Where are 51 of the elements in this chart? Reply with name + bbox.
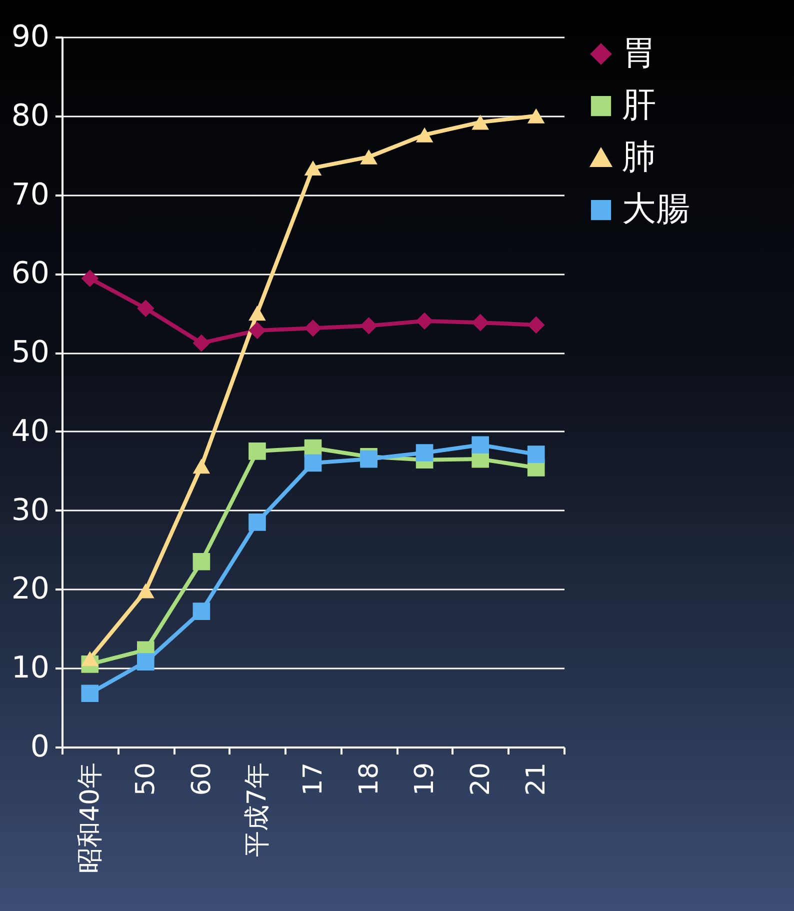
y-tick-label: 50 <box>11 335 50 370</box>
y-tick-label: 60 <box>11 256 50 292</box>
point <box>304 319 322 337</box>
y-tick-label: 0 <box>30 730 50 764</box>
x-tick-label: 18 <box>354 762 384 796</box>
point <box>304 454 322 472</box>
point <box>360 149 378 164</box>
x-tick-label: 平成7年 <box>242 762 273 858</box>
point <box>137 653 154 670</box>
point <box>527 108 545 124</box>
point <box>81 270 99 288</box>
point <box>416 127 434 142</box>
y-tick-label: 20 <box>11 572 50 607</box>
point <box>360 317 378 334</box>
point <box>472 436 489 454</box>
x-tick-label: 60 <box>186 762 217 796</box>
point <box>248 322 266 340</box>
legend-label: 大腸 <box>622 189 690 229</box>
point <box>248 442 266 460</box>
y-tick-label: 30 <box>11 492 50 528</box>
point <box>192 602 210 620</box>
legend-label: 肺 <box>622 137 656 177</box>
point <box>192 552 210 570</box>
point <box>248 306 266 321</box>
x-tick-label: 20 <box>466 762 496 796</box>
y-tick-label: 80 <box>11 98 50 134</box>
point <box>416 312 434 330</box>
point <box>248 514 266 531</box>
point <box>192 334 210 352</box>
point <box>416 444 434 462</box>
x-tick-label: 17 <box>298 762 328 796</box>
point <box>527 446 545 463</box>
x-tick-label: 21 <box>522 762 552 796</box>
point <box>81 684 99 702</box>
y-tick-label: 10 <box>11 650 50 686</box>
x-tick-label: 19 <box>410 762 440 796</box>
legend-label: 胃 <box>622 33 656 73</box>
point <box>304 160 322 176</box>
x-tick-label: 昭和40年 <box>75 762 106 874</box>
legend-label: 肝 <box>622 85 656 125</box>
point <box>81 651 99 666</box>
x-tick-label: 50 <box>131 762 162 796</box>
point <box>192 458 210 474</box>
point <box>137 583 154 598</box>
point <box>137 300 154 318</box>
y-tick-label: 70 <box>11 177 50 212</box>
point <box>472 114 489 130</box>
point <box>527 316 545 334</box>
y-tick-label: 90 <box>11 20 50 54</box>
y-tick-label: 40 <box>11 414 50 449</box>
point <box>472 314 489 332</box>
